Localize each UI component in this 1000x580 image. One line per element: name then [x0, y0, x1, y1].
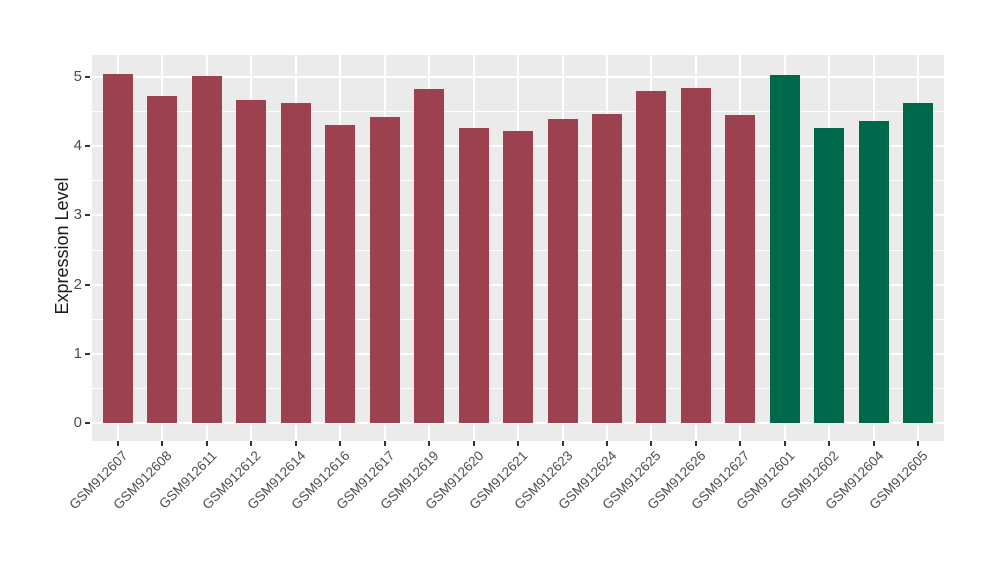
x-tick-mark	[917, 441, 920, 446]
y-tick-label-5: 5	[73, 68, 82, 85]
bar-GSM912617	[369, 117, 400, 423]
x-tick-mark	[161, 441, 164, 446]
y-tick-label-0: 0	[73, 414, 82, 431]
y-tick-mark	[85, 422, 90, 424]
x-tick-mark	[828, 441, 831, 446]
bar-GSM912607	[102, 73, 133, 423]
bar-GSM912620	[458, 128, 489, 423]
x-tick-mark	[517, 441, 520, 446]
x-tick-mark	[383, 441, 386, 446]
y-tick-mark	[85, 283, 90, 286]
y-tick-label-2: 2	[73, 275, 82, 293]
x-tick-mark	[872, 441, 875, 446]
y-tick-label-4: 4	[73, 137, 82, 155]
bar-GSM912604	[858, 120, 889, 423]
bar-GSM912624	[591, 113, 622, 423]
bar-GSM912619	[414, 88, 445, 423]
y-tick-mark	[85, 145, 90, 148]
x-tick-mark	[739, 441, 742, 446]
bar-GSM912621	[503, 130, 534, 423]
bar-GSM912623	[547, 119, 578, 423]
y-tick-label-1: 1	[73, 344, 82, 362]
x-tick-mark	[294, 441, 297, 446]
y-tick-mark	[85, 352, 90, 355]
x-tick-mark	[650, 441, 653, 446]
x-tick-mark	[339, 441, 342, 446]
bar-GSM912602	[814, 127, 845, 423]
x-tick-mark	[428, 441, 431, 446]
x-tick-mark	[250, 441, 253, 446]
bar-GSM912608	[147, 96, 178, 423]
y-axis-title: Expression Level	[52, 177, 72, 315]
x-tick-mark	[561, 441, 564, 446]
bar-GSM912612	[236, 99, 267, 423]
bar-GSM912614	[280, 103, 311, 423]
y-tick-label-3: 3	[73, 206, 82, 224]
bar-GSM912627	[725, 115, 756, 423]
y-tick-mark	[85, 76, 90, 78]
x-tick-mark	[472, 441, 475, 446]
bar-GSM912626	[680, 88, 711, 423]
bar-GSM912601	[769, 74, 800, 423]
x-tick-mark	[783, 441, 786, 446]
bar-GSM912611	[191, 75, 222, 423]
x-tick-mark	[694, 441, 697, 446]
y-tick-mark	[85, 214, 90, 217]
bar-GSM912605	[903, 102, 934, 423]
plot-panel	[92, 55, 944, 441]
bar-GSM912616	[325, 125, 356, 423]
bar-GSM912625	[636, 90, 667, 423]
x-tick-mark	[605, 441, 608, 446]
x-tick-mark	[205, 441, 208, 446]
x-tick-mark	[116, 441, 119, 446]
